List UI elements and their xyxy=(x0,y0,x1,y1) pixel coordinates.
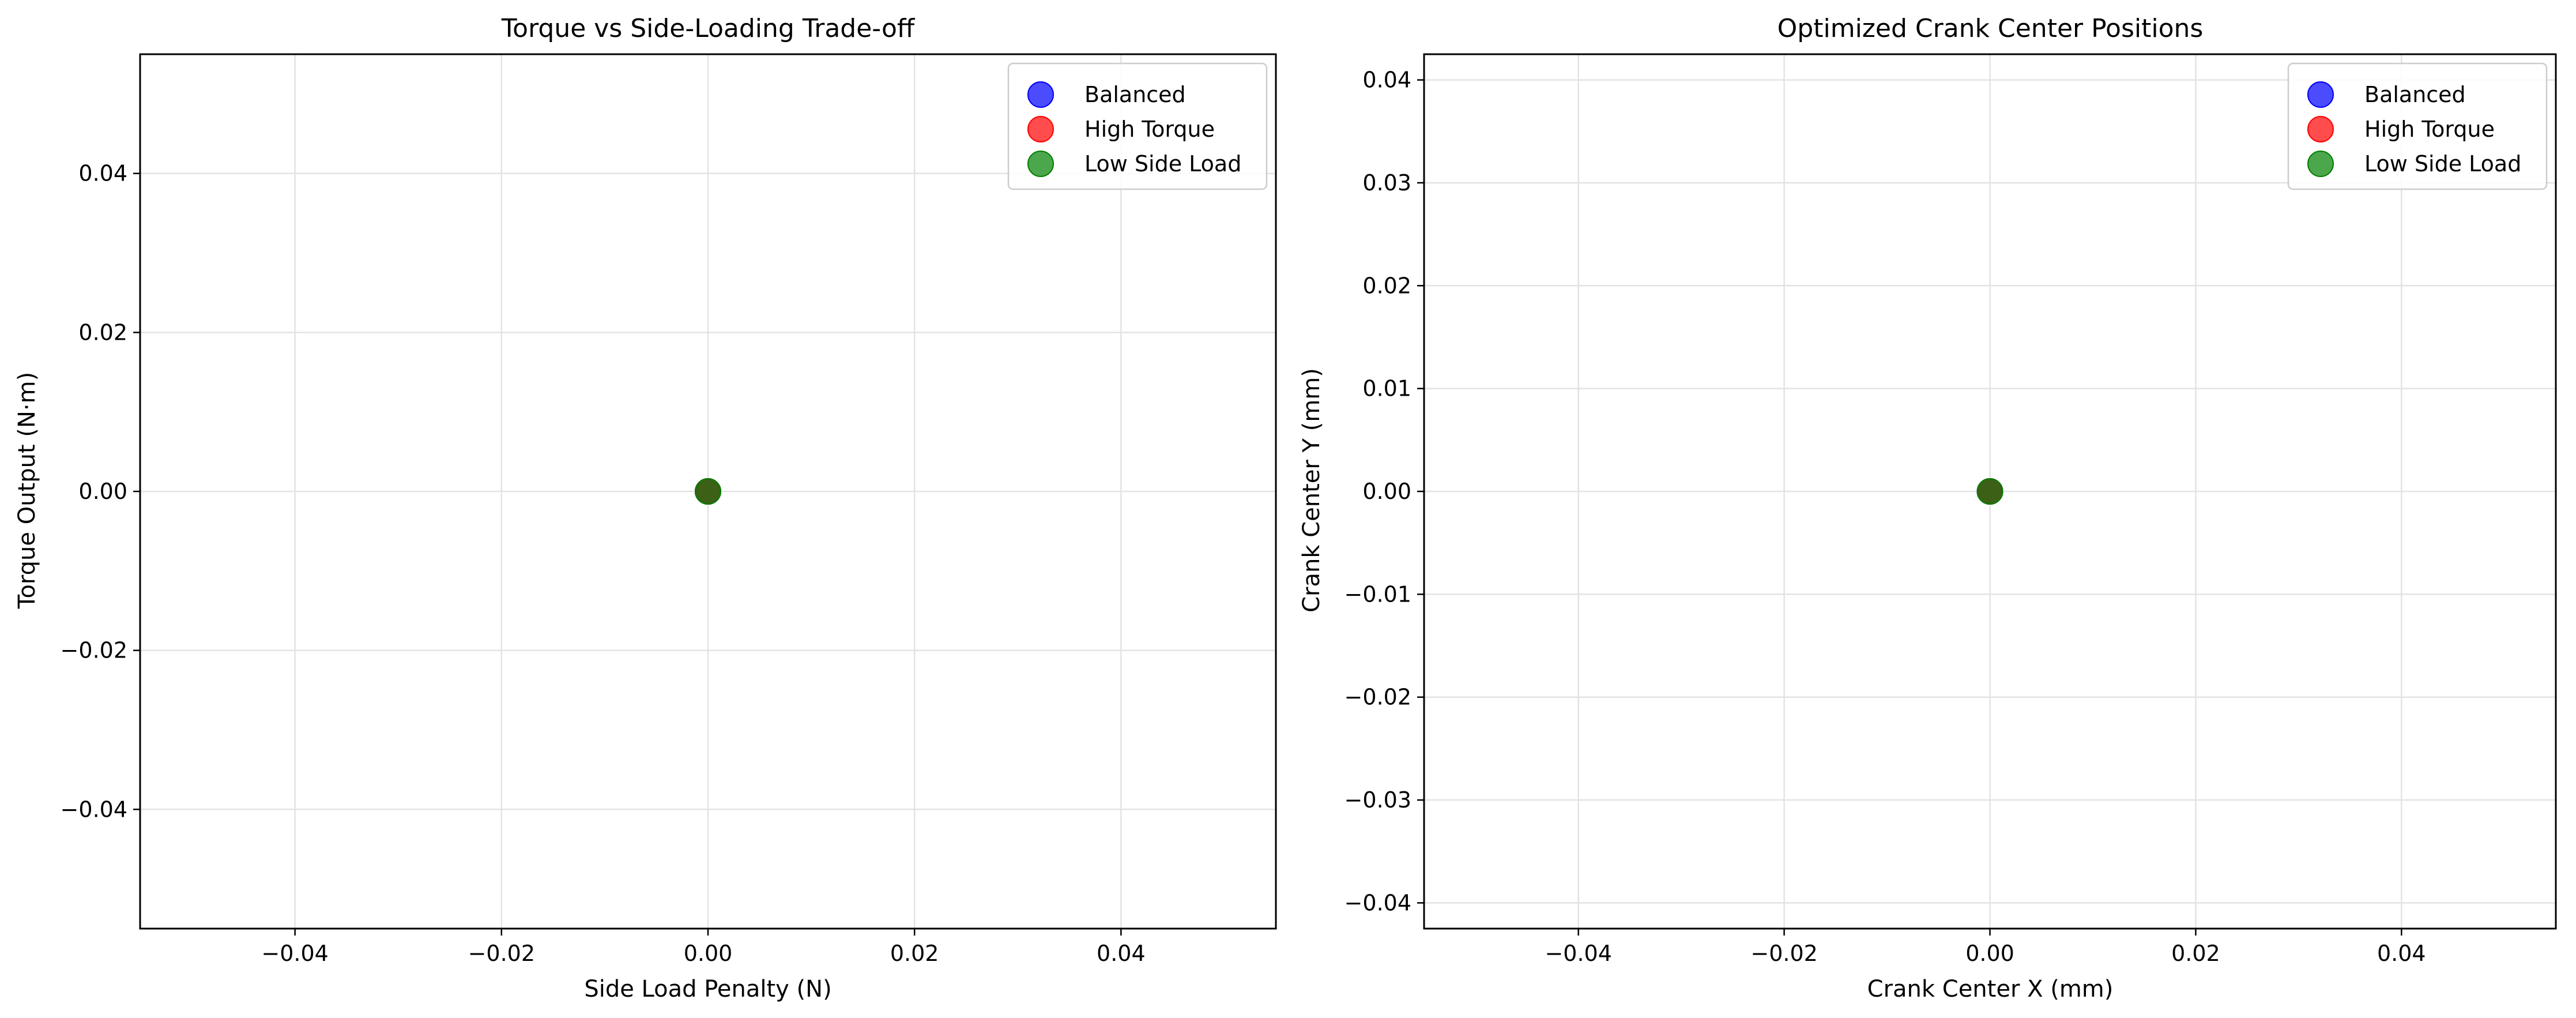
y-axis-label: Torque Output (N·m) xyxy=(14,372,40,609)
plot-frame xyxy=(1423,53,2557,930)
y-tick-label: −0.04 xyxy=(1345,890,1411,915)
y-axis-label: Crank Center Y (mm) xyxy=(1298,368,1325,613)
legend-label: Low Side Load xyxy=(1084,151,1241,176)
legend-box xyxy=(1007,62,1268,190)
legend-marker xyxy=(1027,116,1054,142)
legend-label: Balanced xyxy=(2364,82,2466,107)
x-tick-label: 0.04 xyxy=(1097,941,1146,966)
legend-marker xyxy=(2307,116,2334,142)
plot-area-1: −0.04 −0.02 0.00 0.02 0.04 −0.04 −0.02 0.00 0.02… xyxy=(61,53,1277,966)
legend-marker xyxy=(1027,151,1054,177)
chart-torque-vs-side-load: Torque vs Side-Loading Trade-off Side Lo… xyxy=(14,14,916,1002)
x-axis-label: Side Load Penalty (N) xyxy=(584,976,831,1002)
x-tick-label: 0.02 xyxy=(2171,941,2220,966)
scatter-point-low-side-load xyxy=(1976,478,2003,505)
y-tick-label: 0.04 xyxy=(1362,67,1411,93)
scatter-point-low-side-load xyxy=(695,478,721,505)
y-tick-label: −0.02 xyxy=(1345,685,1411,710)
legend: Balanced High Torque Low Side Load xyxy=(2287,62,2548,190)
chart-title: Optimized Crank Center Positions xyxy=(1777,14,2204,43)
y-tick-label: −0.04 xyxy=(61,797,127,822)
x-tick-label: 0.02 xyxy=(890,941,939,966)
y-tick-label: 0.02 xyxy=(78,320,127,345)
x-tick-label: 0.00 xyxy=(1965,941,2014,966)
legend-marker xyxy=(2307,81,2334,108)
y-tick-label: 0.02 xyxy=(1362,273,1411,298)
x-tick-label: −0.02 xyxy=(1750,941,1817,966)
legend-marker xyxy=(1027,81,1054,108)
x-tick-label: 0.04 xyxy=(2377,941,2426,966)
legend-label: High Torque xyxy=(1084,117,1215,142)
y-tick-label: 0.01 xyxy=(1362,376,1411,401)
y-tick-label: 0.04 xyxy=(78,161,127,186)
legend-box xyxy=(2287,62,2548,190)
y-tick-label: −0.02 xyxy=(61,638,127,663)
legend-label: Low Side Load xyxy=(2364,151,2521,176)
legend-marker xyxy=(2307,151,2334,177)
legend-label: High Torque xyxy=(2364,117,2495,142)
legend-label: Balanced xyxy=(1084,82,1186,107)
plot-area-2: −0.04 −0.02 0.00 0.02 0.04 −0.04 −0.03 −0.02 −0.… xyxy=(1345,53,2557,966)
x-tick-label: 0.00 xyxy=(684,941,733,966)
y-tick-label: 0.03 xyxy=(1362,170,1411,196)
chart-title: Torque vs Side-Loading Trade-off xyxy=(501,14,916,43)
y-tick-label: 0.00 xyxy=(78,479,127,504)
y-tick-label: 0.00 xyxy=(1362,479,1411,504)
x-tick-label: −0.04 xyxy=(261,941,328,966)
y-tick-label: −0.01 xyxy=(1345,581,1411,607)
plot-frame xyxy=(139,53,1277,930)
x-tick-label: −0.04 xyxy=(1545,941,1611,966)
y-tick-label: −0.03 xyxy=(1345,787,1411,813)
x-tick-label: −0.02 xyxy=(468,941,535,966)
legend: Balanced High Torque Low Side Load xyxy=(1007,62,1268,190)
chart-crank-center-positions: Optimized Crank Center Positions Crank C… xyxy=(1298,14,2203,1002)
x-axis-label: Crank Center X (mm) xyxy=(1867,976,2114,1002)
